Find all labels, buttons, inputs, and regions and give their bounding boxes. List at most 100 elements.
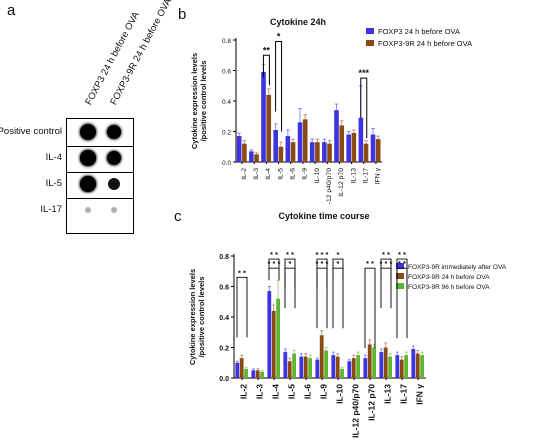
bar [327,143,332,162]
bar [235,362,240,378]
x-tick-label: IL-12 p70 [338,168,345,197]
bar [324,350,328,378]
bar [302,119,308,162]
significance-stars: * * [398,250,406,259]
bar [340,368,344,378]
bar [299,356,304,378]
significance-stars: * * * [268,259,281,268]
bar [339,125,345,162]
significance-bracket [268,258,280,270]
y-tick-label: 0.8 [219,254,229,261]
blot-row-label: IL-5 [45,178,62,189]
y-axis-label: Cytokine expression levels [190,53,199,149]
bar [315,142,320,162]
significance-stars: * * [286,250,294,259]
significance-bracket [332,267,344,329]
y-tick-label: 0.0 [222,160,231,167]
blot-row-label: IL-4 [45,152,62,163]
bar [273,129,278,162]
x-tick-label: IFN γ [414,384,424,405]
x-tick-label: IL-6 [302,384,312,399]
blot-dot [106,124,122,140]
dot-blot-panel: FOXP3 24 h before OVA FOXP3-9R 24 h befo… [0,0,175,320]
bar [375,139,381,162]
bar [297,122,303,162]
bar [358,117,364,162]
y-tick-label: 0.4 [219,315,229,322]
x-tick-label: IL-9 [318,384,328,399]
blot-row-divider [66,172,133,173]
y-axis-label: /positive control levels [197,277,206,358]
bar [236,136,242,162]
bar [249,151,254,162]
legend-swatch [366,40,374,46]
bar [334,110,339,162]
bar [283,352,288,378]
significance-stars: * * * [380,259,393,268]
x-tick-label: IL-9 [302,168,309,180]
bar [309,142,315,162]
blot-row-divider [66,198,133,199]
x-tick-label: IFN γ [375,167,382,184]
bar [404,355,408,378]
bar [261,72,266,162]
bar [367,344,372,378]
chart-title: Cytokine 24h [270,17,326,27]
x-tick-label: IL-13 [382,384,392,404]
legend-swatch [366,28,374,34]
bar [251,370,256,378]
significance-bracket [316,267,328,329]
x-tick-label: IL-10 [314,168,321,184]
significance-bracket [396,267,408,339]
bar [346,134,351,162]
significance-stars: * * * [316,259,329,268]
blot-dot [106,150,122,166]
x-tick-label: IL-17 [363,168,370,184]
legend-swatch [396,263,404,269]
legend-swatch [396,283,404,289]
bar [356,355,360,378]
significance-bracket [284,267,296,309]
bar [266,94,272,162]
blot-dot [108,178,120,190]
significance-bracket [380,267,392,309]
bar [292,353,296,378]
blot-row-label: Positive control [0,126,62,137]
bar [351,133,357,162]
x-tick-label: IL-4 [270,384,280,399]
significance-stars: * * [366,259,374,268]
bar [351,358,356,378]
significance-stars: * * [398,259,406,268]
x-tick-label: IL-3 [253,168,260,180]
bar [370,134,376,162]
legend-entry: FOXP3-9R 96 h before OVA [408,284,490,291]
significance-bracket [284,258,296,290]
x-tick-label: IL-5 [286,384,296,399]
significance-stars: ** [263,45,271,55]
y-tick-label: 0.0 [219,376,229,383]
bar [322,142,327,162]
bar [278,146,284,162]
bar [254,154,259,162]
bar [315,359,320,378]
significance-stars: * [277,32,281,42]
significance-bracket [268,267,280,281]
x-tick-label: IL-17 [398,384,408,404]
y-axis-label: /positive control levels [199,61,208,142]
y-tick-label: 0.2 [222,130,231,137]
significance-stars: * [289,259,292,268]
bar [287,361,292,378]
bar [411,349,416,378]
cytokine-time-course-chart: Cytokine time course 0.0 0.2 0.4 0.6 0.8 Cytok… [188,211,507,438]
significance-bracket [332,258,344,280]
bar [372,347,376,378]
y-tick-label: 0.4 [222,99,231,106]
bar [331,355,336,378]
significance-bracket [364,267,376,349]
x-tick-label: IL-12 p40/p70 [326,168,333,205]
cytokine-24h-chart: Cytokine 24h 0.0 0.2 0.4 0.6 0.8 Cytokine expr… [190,17,472,205]
bar [347,361,352,378]
y-axis-label: Cytokine expression levels [188,269,197,365]
legend-entry: FOXP3-9R immediately after OVA [408,264,507,271]
blot-dot [111,207,117,213]
